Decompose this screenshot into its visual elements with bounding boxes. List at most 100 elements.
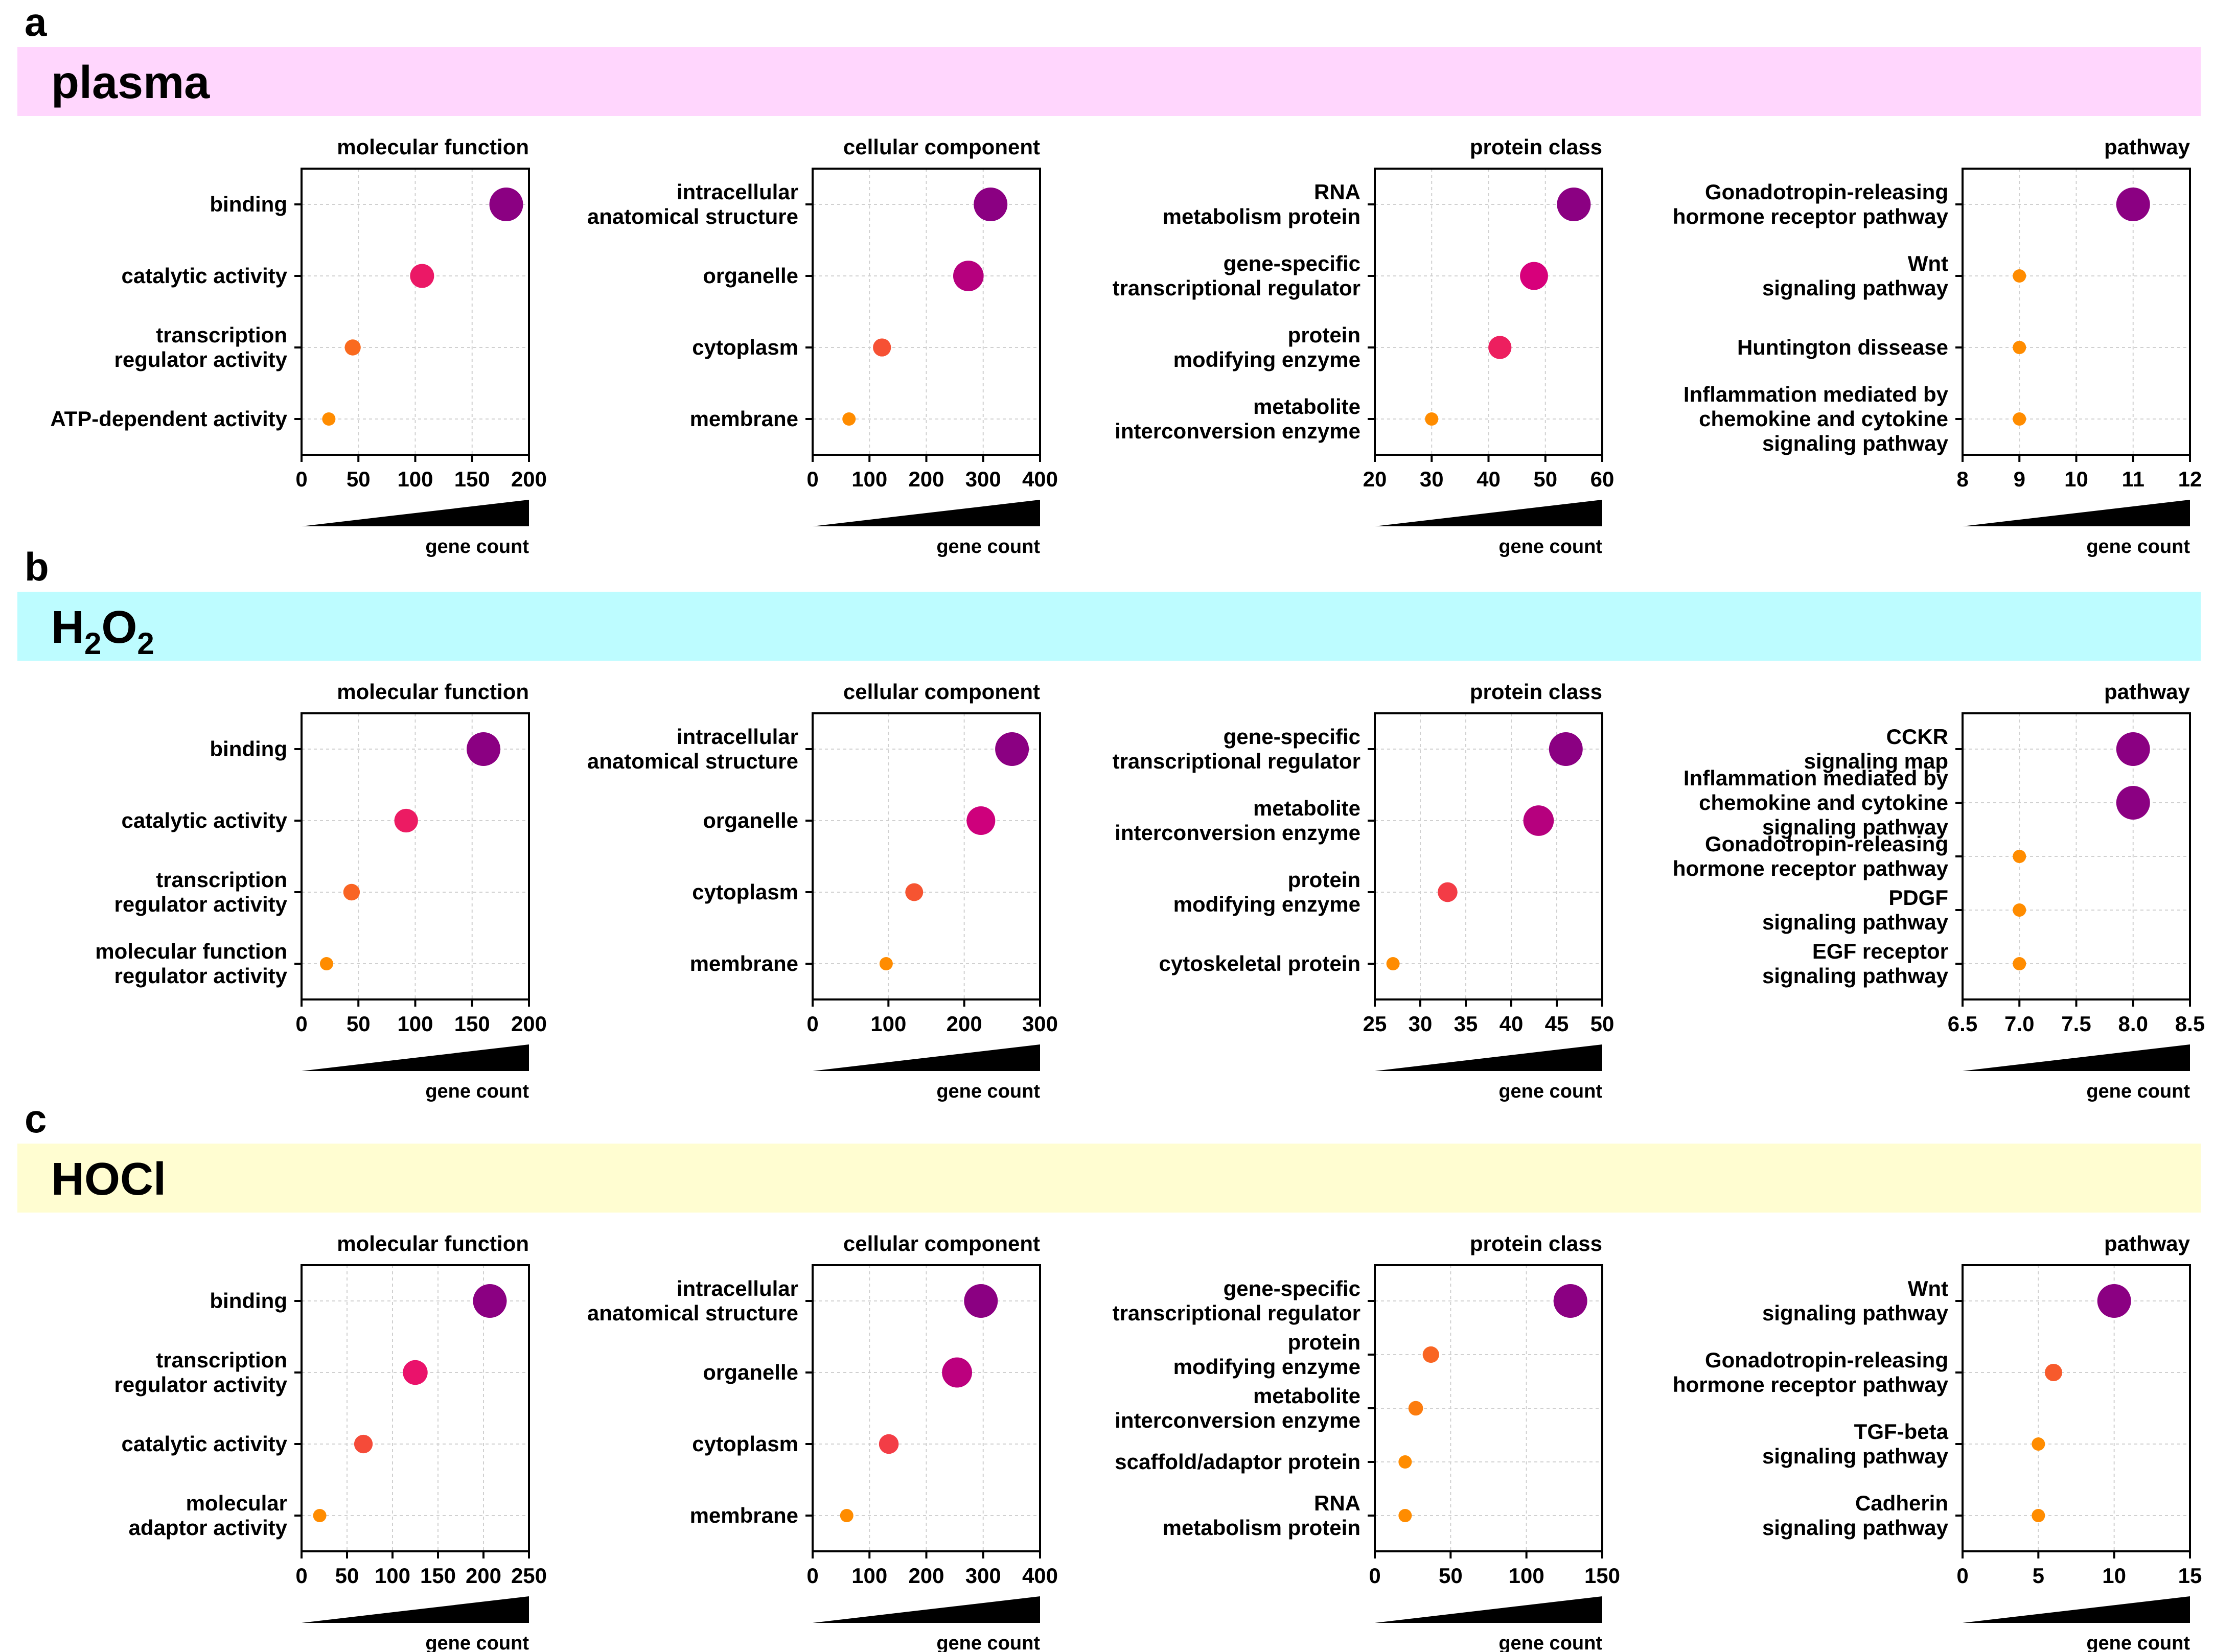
data-point [410,264,434,288]
x-tick-label: 8.0 [2118,1012,2148,1036]
category-label: membrane [690,1503,798,1527]
gene-count-wedge [302,1596,529,1623]
category-label: organelle [703,808,798,832]
x-tick-label: 0 [806,1564,818,1588]
data-point [394,808,418,833]
chart-title: molecular function [337,680,529,704]
category-label: regulator activity [114,1372,288,1397]
category-label: transcriptional regulator [1113,749,1360,773]
gene-count-wedge [813,1596,1040,1623]
category-label: gene-specific [1224,1276,1360,1300]
x-tick-label: 7.5 [2061,1012,2091,1036]
panel-letter: b [25,544,49,589]
x-tick-label: 150 [454,1012,490,1036]
x-tick-label: 200 [908,1564,944,1588]
x-tick-label: 200 [466,1564,501,1588]
data-point [1425,412,1439,426]
category-label: cytoplasm [692,335,798,359]
category-label: Inflammation mediated by [1683,382,1949,406]
panel-title-band [17,1144,2201,1213]
x-tick-label: 6.5 [1948,1012,1977,1036]
gene-count-wedge [1375,1596,1602,1623]
x-axis-label: gene count [1498,1633,1602,1652]
data-point [343,883,360,901]
category-label: Cadherin [1855,1491,1948,1515]
category-label: metabolite [1253,796,1360,820]
data-point [2032,1437,2045,1451]
category-label: organelle [703,1360,798,1384]
x-axis-label: gene count [2086,1633,2190,1652]
category-label: RNA [1314,1491,1360,1515]
chart-b-cellular-component: cellular component 0 100 200 300 gene count in… [587,680,1058,1102]
category-label: anatomical structure [587,749,798,773]
data-point [2013,341,2026,354]
x-tick-label: 7.0 [2004,1012,2034,1036]
x-tick-label: 15 [2178,1564,2202,1588]
category-label: regulator activity [114,892,288,916]
category-label: modifying enzyme [1173,347,1360,371]
panel-title-after: O [101,602,137,653]
data-point [873,338,891,357]
data-point [1386,957,1400,970]
plot-frame [812,712,1041,1000]
x-tick-label: 0 [806,1012,818,1036]
category-label: hormone receptor pathway [1673,204,1949,228]
category-label: transcriptional regulator [1113,1301,1360,1325]
x-tick-label: 100 [851,467,887,491]
category-label: RNA [1314,180,1360,204]
data-point [344,339,361,356]
gene-count-wedge [302,500,529,526]
x-tick-label: 40 [1500,1012,1524,1036]
x-tick-label: 9 [2014,467,2025,491]
data-point [1523,805,1554,836]
category-label: ATP-dependent activity [50,407,287,431]
x-tick-label: 100 [397,467,433,491]
category-label: gene-specific [1224,251,1360,275]
data-point [1549,732,1583,766]
data-point [942,1357,973,1388]
data-point [322,412,336,426]
category-label: organelle [703,264,798,288]
x-tick-label: 0 [1956,1564,1968,1588]
data-point [313,1509,327,1522]
data-point [1488,336,1512,359]
category-label: molecular function [95,939,287,963]
x-axis-label: gene count [425,536,529,557]
data-point [1398,1455,1412,1469]
panel-title-subscript: 2 [84,626,101,661]
category-label: Inflammation mediated by [1683,766,1949,790]
gene-count-wedge [813,1044,1040,1071]
x-axis-label: gene count [425,1081,529,1102]
gene-count-wedge [1963,500,2190,526]
x-tick-label: 0 [806,467,818,491]
x-axis-label: gene count [425,1633,529,1652]
category-label: signaling pathway [1762,431,1949,455]
category-label: Wnt [1908,1276,1948,1300]
chart-title: pathway [2104,135,2190,159]
data-point [905,883,924,901]
x-tick-label: 150 [420,1564,456,1588]
data-point [1398,1509,1412,1522]
data-point [473,1284,507,1318]
category-label: metabolism protein [1163,1516,1360,1540]
data-point [467,732,500,766]
data-point [2045,1364,2062,1381]
x-tick-label: 400 [1022,467,1058,491]
x-tick-label: 100 [375,1564,410,1588]
panel-title-band [17,592,2201,661]
category-label: Gonadotropin-releasing [1705,1348,1948,1372]
chart-title: molecular function [337,135,529,159]
category-label: modifying enzyme [1173,892,1360,916]
category-label: intracellular [677,725,798,749]
data-point [319,957,333,970]
data-point [1422,1346,1439,1363]
category-label: anatomical structure [587,204,798,228]
category-label: gene-specific [1224,725,1360,749]
x-axis-label: gene count [936,1633,1040,1652]
x-tick-label: 0 [295,1564,307,1588]
gene-count-wedge [1963,1044,2190,1071]
chart-b-molecular-function: molecular function 0 50 100 150 200 gene count… [95,680,547,1102]
data-point [964,1284,998,1318]
